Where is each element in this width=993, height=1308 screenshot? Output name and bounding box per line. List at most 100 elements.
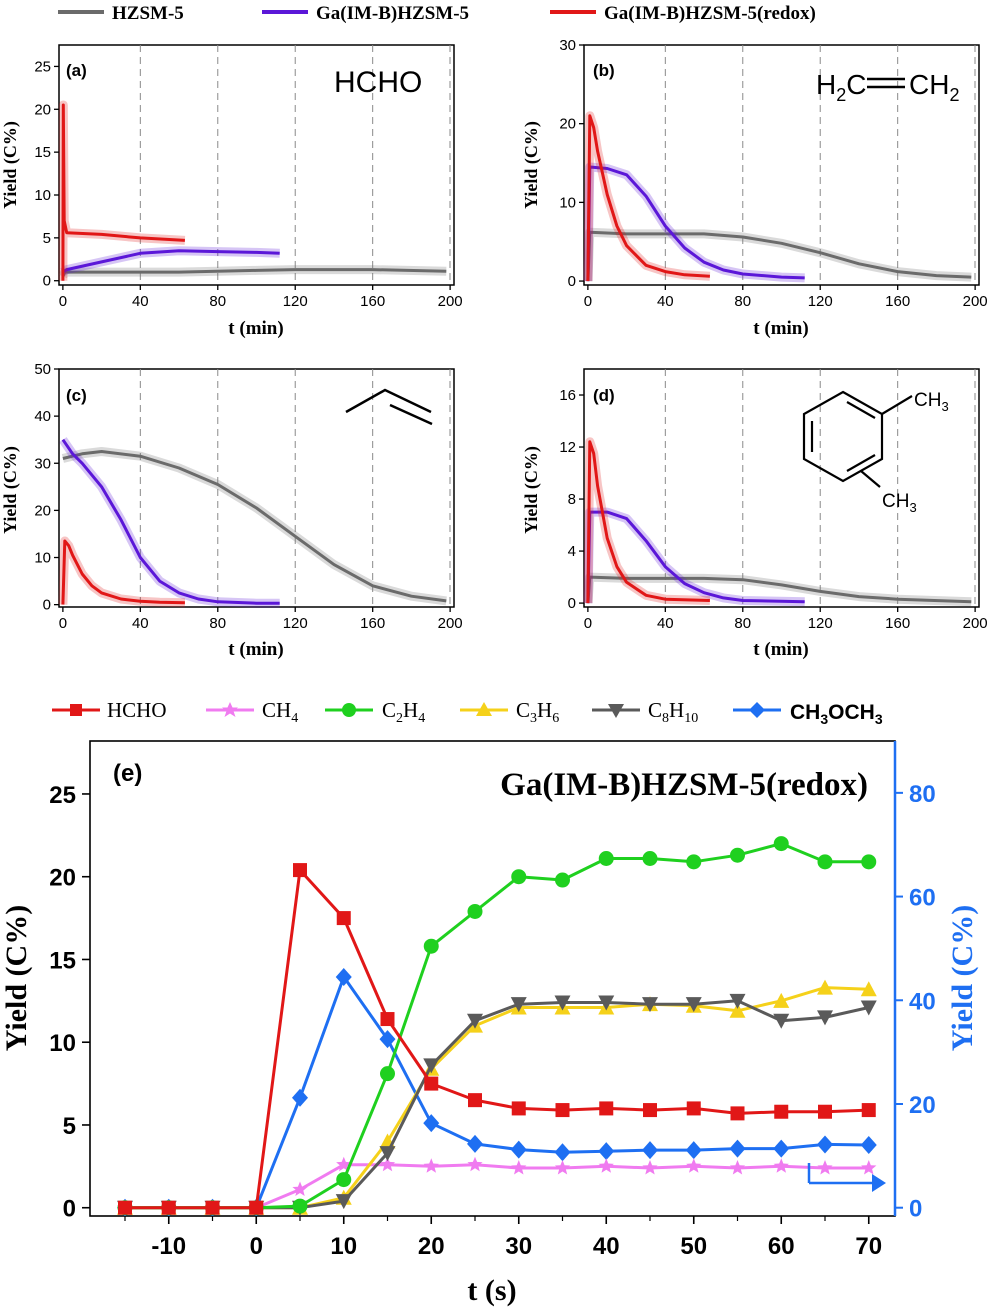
e-y-tick-label-20: 20 bbox=[49, 865, 76, 892]
point-c8h10-15 bbox=[773, 1013, 790, 1029]
legend-label-hzsm5: HZSM-5 bbox=[112, 3, 184, 24]
y-tick-label-20: 20 bbox=[34, 101, 51, 118]
series-ga-im-b-hzsm-5 bbox=[586, 165, 805, 282]
point-c8h10-17 bbox=[860, 1000, 877, 1016]
point-ch3och3-6 bbox=[379, 1030, 396, 1049]
point-ch3och3-14 bbox=[729, 1139, 746, 1158]
y-tick-label-16: 16 bbox=[559, 387, 576, 404]
point-ch3och3-17 bbox=[860, 1135, 877, 1154]
e-y2-tick-label-20: 20 bbox=[909, 1092, 936, 1119]
point-c8h10-8 bbox=[467, 1013, 483, 1029]
point-hcho-6 bbox=[380, 1012, 395, 1027]
point-hcho-15 bbox=[774, 1104, 789, 1119]
y-tick-label-4: 4 bbox=[568, 543, 576, 560]
point-ch4-11 bbox=[598, 1158, 614, 1173]
panel-c-frame bbox=[58, 368, 455, 608]
series-ga-im-b-hzsm-5-redox- bbox=[61, 103, 185, 281]
e-x-tick-label-50: 50 bbox=[680, 1233, 707, 1260]
x-tick-label-120: 120 bbox=[283, 615, 308, 632]
panel-b-frame bbox=[583, 44, 980, 286]
y-tick-label-20: 20 bbox=[559, 116, 576, 133]
e-x-tick-label--10: -10 bbox=[151, 1233, 186, 1260]
panel-b-molecule: H2C CH2 bbox=[816, 69, 959, 105]
y-tick-label-0: 0 bbox=[568, 595, 576, 612]
series-hcho bbox=[118, 863, 876, 1215]
y-tick-label-5: 5 bbox=[43, 230, 51, 247]
x-tick-label-80: 80 bbox=[209, 615, 226, 632]
x-tick-label-40: 40 bbox=[132, 615, 149, 632]
panel-c-ylabel: Yield (C%) bbox=[0, 446, 21, 534]
y-tick-label-10: 10 bbox=[34, 187, 51, 204]
point-c8h10-9 bbox=[510, 997, 527, 1013]
point-ch3och3-11 bbox=[598, 1142, 615, 1161]
point-ch4-10 bbox=[554, 1160, 571, 1175]
e-y-tick-label-15: 15 bbox=[49, 947, 76, 974]
point-ch3och3-12 bbox=[642, 1141, 658, 1160]
series-hzsm-5 bbox=[62, 450, 447, 603]
xylene-structure bbox=[802, 390, 913, 488]
point-c8h10-12 bbox=[642, 997, 658, 1013]
panel-a-xlabel: t (min) bbox=[228, 318, 283, 339]
point-c2h4-16 bbox=[817, 854, 833, 870]
point-c8h10-13 bbox=[685, 997, 702, 1013]
point-hcho-7 bbox=[424, 1076, 439, 1091]
panel-b-axes: 0 40 80 120 160 200 0 10 20 30 bbox=[559, 37, 987, 310]
e-y-tick-label-10: 10 bbox=[49, 1030, 76, 1057]
propylene-structure bbox=[345, 388, 432, 414]
point-hcho-5 bbox=[336, 911, 351, 926]
point-ch4-6 bbox=[379, 1156, 396, 1172]
e-x-tick-label-20: 20 bbox=[418, 1233, 445, 1260]
e-x-tick-label-60: 60 bbox=[768, 1233, 795, 1260]
point-ch3och3-7 bbox=[423, 1114, 440, 1133]
point-ch3och3-15 bbox=[773, 1139, 790, 1158]
e-x-tick-label-10: 10 bbox=[330, 1233, 357, 1260]
panel-d-axes: 0 40 80 120 160 200 0 4 8 12 16 bbox=[559, 387, 987, 632]
point-c8h10-11 bbox=[598, 995, 615, 1011]
point-ch4-5 bbox=[336, 1156, 352, 1172]
top-legend: HZSM-5 Ga(IM-B)HZSM-5 Ga(IM-B)HZSM-5(red… bbox=[58, 3, 816, 24]
point-c8h10-14 bbox=[729, 993, 746, 1009]
y-tick-label-20: 20 bbox=[34, 502, 51, 519]
panel-a-series bbox=[58, 100, 447, 281]
point-hcho-12 bbox=[643, 1103, 657, 1118]
panel-e-series bbox=[117, 836, 877, 1217]
y-tick-label-15: 15 bbox=[34, 144, 51, 161]
x-tick-label-200: 200 bbox=[438, 615, 463, 632]
svg-text:H2C: H2C bbox=[816, 69, 866, 105]
y-tick-label-0: 0 bbox=[43, 273, 51, 290]
point-c8h10-5 bbox=[335, 1194, 352, 1210]
point-hcho-9 bbox=[511, 1101, 526, 1116]
legend-marker-ch3och3 bbox=[749, 702, 765, 718]
e-x-tick-label-70: 70 bbox=[855, 1233, 882, 1260]
panel-d-frame bbox=[583, 368, 980, 608]
x-tick-label-0: 0 bbox=[584, 615, 592, 632]
x-tick-label-80: 80 bbox=[734, 293, 751, 310]
panel-e-label: (e) bbox=[113, 760, 142, 787]
legend-c3h6: C3H6 bbox=[516, 698, 559, 726]
legend-marker-c8h10 bbox=[608, 704, 624, 718]
point-c2h4-15 bbox=[773, 836, 789, 852]
panel-d-ylabel: Yield (C%) bbox=[521, 446, 542, 534]
e-y-tick-label-5: 5 bbox=[63, 1113, 76, 1140]
legend-label-ga-redox: Ga(IM-B)HZSM-5(redox) bbox=[604, 3, 816, 24]
x-tick-label-40: 40 bbox=[132, 293, 149, 310]
point-c2h4-9 bbox=[511, 869, 527, 885]
panel-e-y2label: Yield (C%) bbox=[946, 905, 979, 1051]
point-c8h10-16 bbox=[817, 1010, 833, 1026]
panel-b-ylabel: Yield (C%) bbox=[521, 121, 542, 209]
panel-e-xlabel: t (s) bbox=[467, 1274, 516, 1307]
panel-c-label: (c) bbox=[66, 386, 87, 405]
line-c2h4 bbox=[125, 842, 869, 1210]
legend-label-ga: Ga(IM-B)HZSM-5 bbox=[316, 3, 469, 24]
series-c2h4 bbox=[117, 836, 877, 1216]
point-ch3och3-8 bbox=[467, 1134, 483, 1153]
point-ch3och3-13 bbox=[685, 1141, 702, 1160]
y-tick-label-50: 50 bbox=[34, 361, 51, 378]
panel-a-ylabel: Yield (C%) bbox=[0, 121, 21, 209]
point-ch3och3-16 bbox=[817, 1135, 833, 1154]
panel-d-xlabel: t (min) bbox=[753, 639, 808, 660]
point-ch4-8 bbox=[467, 1156, 483, 1172]
svg-text:CH3: CH3 bbox=[914, 390, 949, 414]
point-c3h6-15 bbox=[773, 992, 790, 1008]
panel-a-molecule: HCHO bbox=[334, 66, 422, 99]
